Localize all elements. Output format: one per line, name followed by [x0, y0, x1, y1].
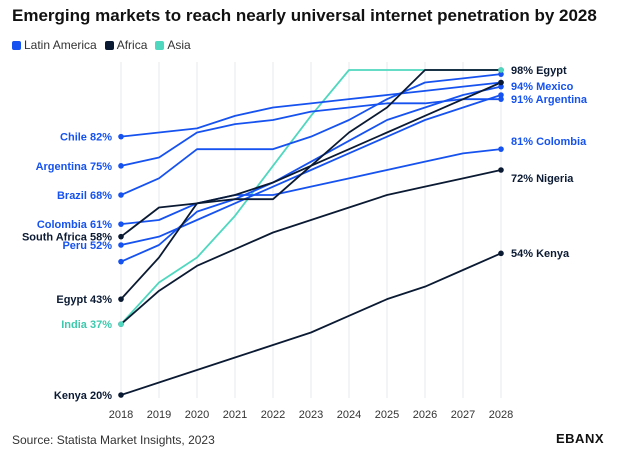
- series-line-kenya: [120, 252, 502, 396]
- start-point-colombia: [118, 221, 124, 227]
- start-label-colombia: Colombia 61%: [37, 219, 112, 231]
- start-point-south-africa: [118, 233, 124, 240]
- series-line-peru: [120, 94, 502, 246]
- end-label-colombia: 81% Colombia: [511, 136, 587, 148]
- start-label-peru: Peru 52%: [62, 240, 112, 252]
- legend-swatch-latin-america: [12, 40, 21, 50]
- series-line-egypt: [120, 81, 502, 301]
- x-tick-label-2026: 2026: [413, 409, 437, 421]
- series-line-argentina: [120, 98, 502, 167]
- start-label-kenya: Kenya 20%: [54, 390, 112, 402]
- end-point-colombia: [498, 146, 504, 152]
- start-label-india: India 37%: [61, 319, 112, 331]
- end-point-nigeria: [498, 167, 504, 173]
- end-point-peru: [498, 92, 504, 98]
- start-label-egypt: Egypt 43%: [56, 294, 112, 306]
- start-point-mexico: [118, 258, 124, 265]
- end-label-nigeria: 72% Nigeria: [511, 173, 574, 185]
- series-line-chile: [120, 81, 502, 138]
- legend-item-africa: Africa: [104, 38, 148, 52]
- start-label-argentina: Argentina 75%: [36, 161, 113, 173]
- legend-swatch-asia: [155, 40, 165, 50]
- end-label-egypt: 98% Egypt: [511, 65, 567, 77]
- legend-label-latin-america: Latin America: [24, 38, 97, 52]
- start-point-kenya: [118, 392, 124, 398]
- brand-logo: EBANX: [556, 431, 605, 446]
- source-note: Source: Statista Market Insights, 2023: [12, 433, 215, 447]
- x-tick-label-2028: 2028: [489, 409, 513, 421]
- legend-swatch-africa: [104, 40, 114, 50]
- end-point-argentina: [498, 96, 504, 102]
- end-label-mexico: 94% Mexico: [511, 81, 574, 93]
- x-tick-label-2024: 2024: [337, 409, 361, 421]
- x-tick-label-2020: 2020: [185, 409, 209, 421]
- start-label-chile: Chile 82%: [60, 132, 112, 144]
- end-point-egypt: [498, 79, 504, 86]
- start-label-south-africa: South Africa 58%: [22, 232, 112, 244]
- start-point-chile: [118, 133, 124, 140]
- series-line-colombia: [120, 148, 502, 226]
- end-point-kenya: [498, 250, 504, 257]
- legend: Latin America Africa Asia: [12, 38, 191, 52]
- x-tick-label-2021: 2021: [223, 409, 247, 421]
- chart-title: Emerging markets to reach nearly univers…: [12, 6, 597, 25]
- start-point-india: [118, 321, 124, 327]
- start-point-egypt: [118, 296, 124, 302]
- legend-item-asia: Asia: [155, 38, 191, 52]
- legend-label-asia: Asia: [167, 38, 191, 52]
- legend-item-latin-america: Latin America: [12, 38, 97, 52]
- x-tick-label-2022: 2022: [261, 409, 285, 421]
- legend-label-africa: Africa: [116, 38, 148, 52]
- end-label-argentina: 91% Argentina: [511, 94, 588, 106]
- x-tick-label-2027: 2027: [451, 409, 475, 421]
- end-point-india: [498, 67, 504, 73]
- x-tick-label-2018: 2018: [109, 409, 133, 421]
- start-point-argentina: [118, 163, 124, 169]
- x-tick-label-2023: 2023: [299, 409, 323, 421]
- end-point-mexico: [498, 83, 504, 90]
- start-point-peru: [118, 242, 124, 248]
- start-point-brazil: [118, 192, 124, 198]
- end-point-brazil: [498, 71, 504, 77]
- x-tick-label-2019: 2019: [147, 409, 171, 421]
- start-label-brazil: Brazil 68%: [57, 190, 112, 202]
- series-line-nigeria: [120, 169, 502, 326]
- x-tick-label-2025: 2025: [375, 409, 399, 421]
- series-line-brazil: [120, 73, 502, 196]
- end-label-kenya: 54% Kenya: [511, 248, 570, 260]
